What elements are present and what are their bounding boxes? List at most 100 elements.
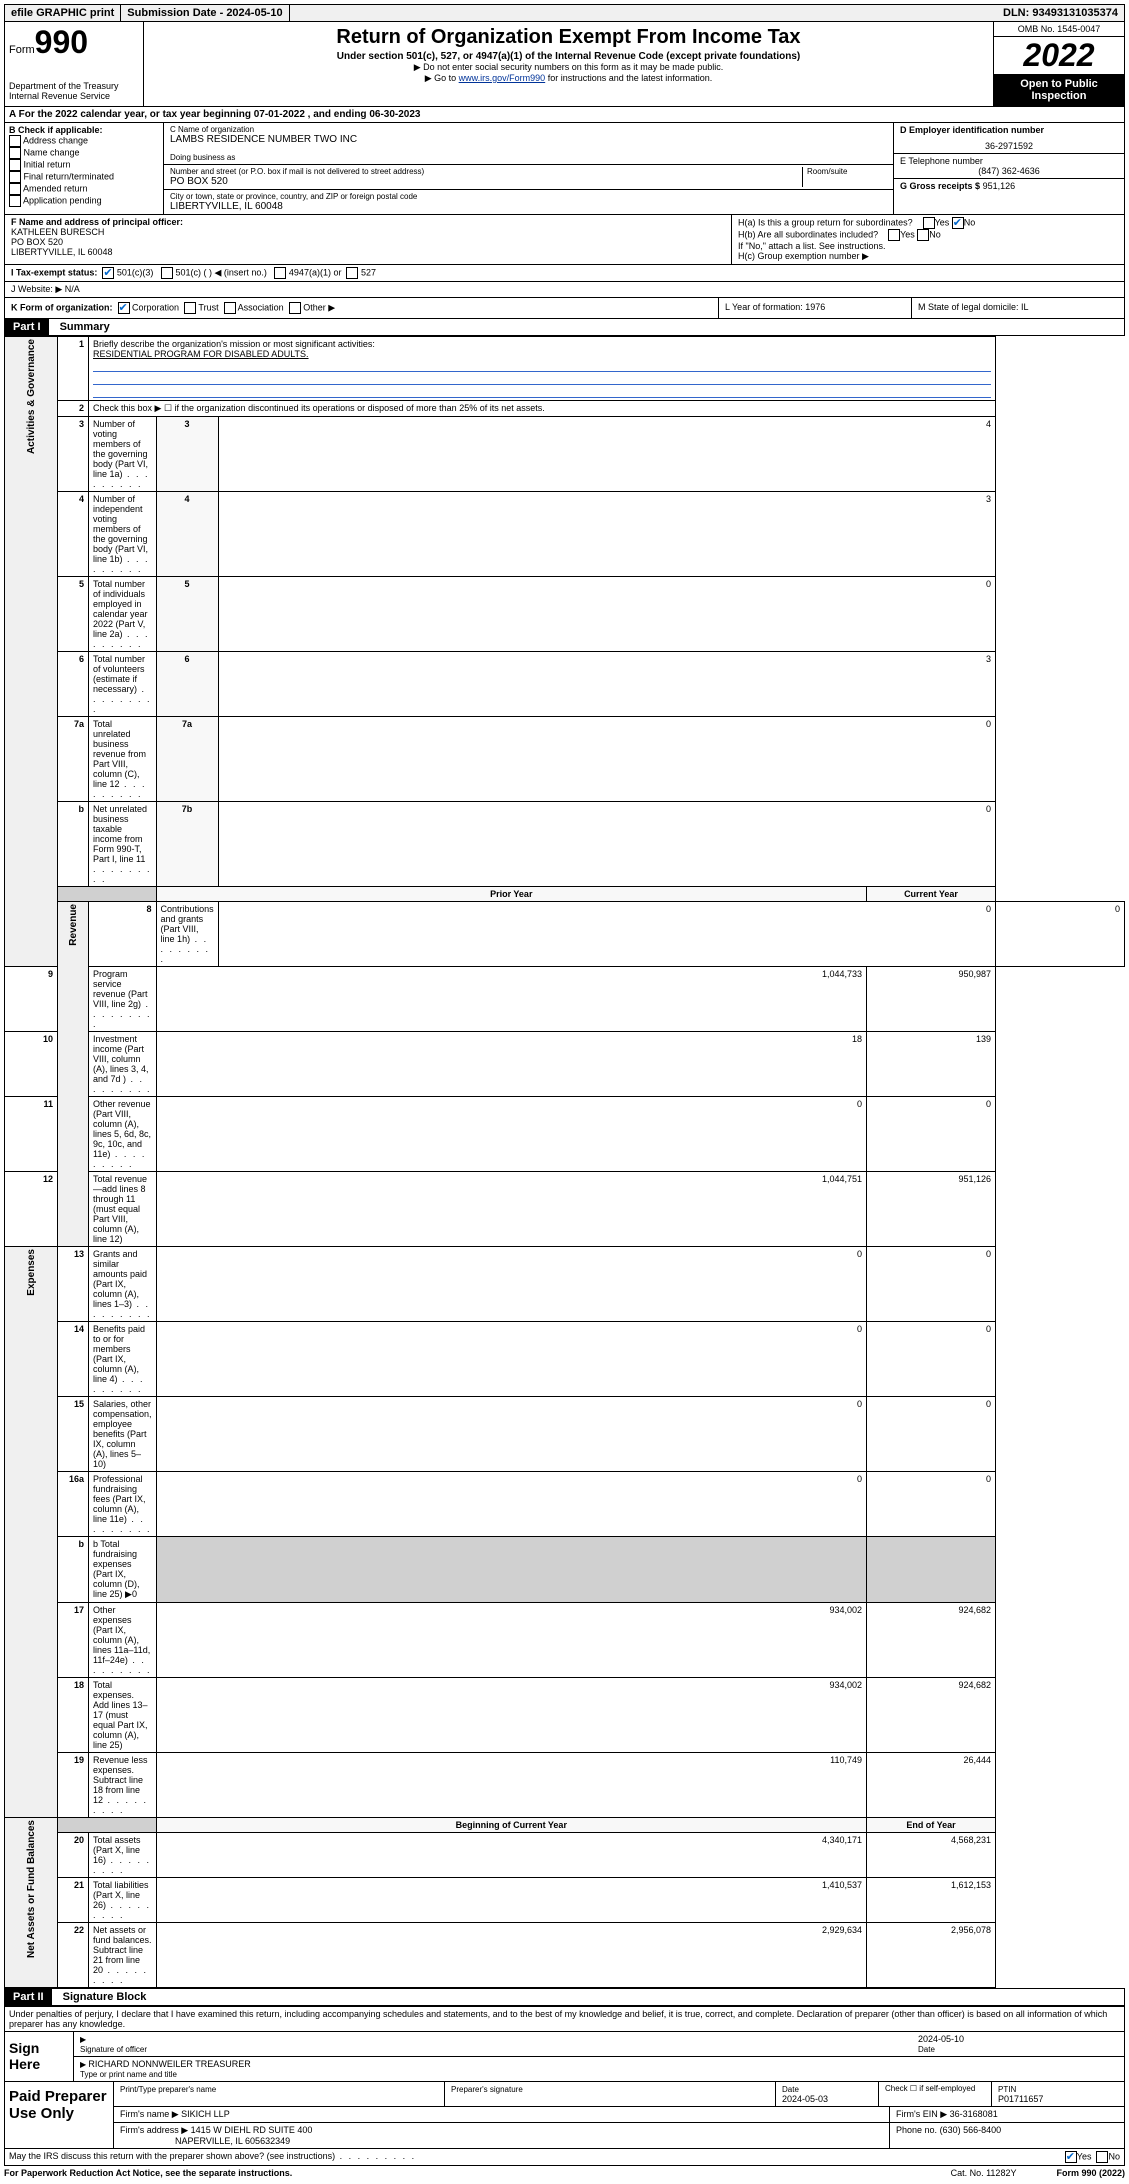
ein-label: D Employer identification number: [900, 125, 1118, 135]
chk-address-change[interactable]: Address change: [9, 135, 159, 147]
part1-header: Part I: [5, 319, 49, 335]
instr-2: ▶ Go to www.irs.gov/Form990 for instruct…: [150, 73, 987, 84]
col-de: D Employer identification number 36-2971…: [894, 123, 1124, 214]
ptin-value: P01711657: [998, 2094, 1043, 2104]
col-begin: Beginning of Current Year: [156, 1818, 866, 1833]
discuss-no[interactable]: [1096, 2151, 1108, 2163]
row-i-tax-status: I Tax-exempt status: 501(c)(3) 501(c) ( …: [4, 265, 1125, 282]
ha-no[interactable]: [952, 217, 964, 229]
prep-sig-label: Preparer's signature: [451, 2085, 523, 2094]
firm-ein: 36-3168081: [950, 2109, 998, 2119]
hb-no[interactable]: [917, 229, 929, 241]
irs-discuss-row: May the IRS discuss this return with the…: [4, 2149, 1125, 2166]
officer-name-line: RICHARD NONNWEILER TREASURERType or prin…: [80, 2059, 1118, 2079]
sidebar-expenses: Expenses: [5, 1247, 58, 1818]
perjury-declaration: Under penalties of perjury, I declare th…: [5, 2007, 1124, 2031]
chk-app-pending[interactable]: Application pending: [9, 195, 159, 207]
form-number: Form990: [9, 24, 139, 61]
page-footer: For Paperwork Reduction Act Notice, see …: [4, 2166, 1125, 2180]
form-no-footer: Form 990 (2022): [1056, 2168, 1125, 2178]
val-3: 4: [218, 417, 995, 492]
dept-treasury: Department of the Treasury: [9, 81, 139, 91]
part2-title: Signature Block: [55, 1991, 147, 2003]
org-name-label: C Name of organization: [170, 125, 887, 134]
paid-preparer-label: Paid Preparer Use Only: [5, 2082, 114, 2148]
col-b-checkboxes: B Check if applicable: Address change Na…: [5, 123, 164, 214]
sidebar-revenue: Revenue: [58, 902, 89, 1247]
chk-corporation[interactable]: [118, 302, 130, 314]
ha-yes[interactable]: [923, 217, 935, 229]
top-bar: efile GRAPHIC print Submission Date - 20…: [4, 4, 1125, 22]
col-current: Current Year: [867, 887, 996, 902]
prep-name-label: Print/Type preparer's name: [120, 2085, 216, 2094]
tax-status-label: I Tax-exempt status:: [11, 267, 97, 277]
instr2-pre: ▶ Go to: [425, 73, 459, 83]
form-of-org: K Form of organization: Corporation Trus…: [5, 298, 719, 318]
city-label: City or town, state or province, country…: [170, 192, 887, 201]
col-b-head: B Check if applicable:: [9, 125, 159, 135]
gross-receipts-value: 951,126: [983, 181, 1016, 191]
submission-date: Submission Date - 2024-05-10: [121, 5, 289, 21]
instr2-post: for instructions and the latest informat…: [545, 73, 712, 83]
org-address: PO BOX 520: [170, 176, 802, 187]
cat-no: Cat. No. 11282Y: [951, 2168, 1017, 2178]
chk-trust[interactable]: [184, 302, 196, 314]
chk-association[interactable]: [224, 302, 236, 314]
state-domicile: M State of legal domicile: IL: [912, 298, 1124, 318]
signature-block: Under penalties of perjury, I declare th…: [4, 2006, 1125, 2082]
row-a-tax-year: A For the 2022 calendar year, or tax yea…: [4, 107, 1125, 123]
form-subtitle: Under section 501(c), 527, or 4947(a)(1)…: [150, 51, 987, 62]
omb-number: OMB No. 1545-0047: [994, 22, 1124, 37]
officer-name: KATHLEEN BURESCH: [11, 227, 725, 237]
paid-preparer-block: Paid Preparer Use Only Print/Type prepar…: [4, 2082, 1125, 2149]
phone-value: (847) 362-4636: [900, 166, 1118, 176]
sidebar-governance: Activities & Governance: [5, 337, 58, 967]
addr-label: Number and street (or P.O. box if mail i…: [170, 167, 802, 176]
chk-other[interactable]: [289, 302, 301, 314]
form-title: Return of Organization Exempt From Incom…: [150, 26, 987, 49]
col-c-org-info: C Name of organization LAMBS RESIDENCE N…: [164, 123, 894, 214]
ha-row: H(a) Is this a group return for subordin…: [738, 217, 1118, 229]
irs-label: Internal Revenue Service: [9, 91, 139, 101]
chk-amended-return[interactable]: Amended return: [9, 183, 159, 195]
year-formation: L Year of formation: 1976: [719, 298, 912, 318]
chk-527[interactable]: [346, 267, 358, 279]
phone-label: E Telephone number: [900, 156, 1118, 166]
chk-initial-return[interactable]: Initial return: [9, 159, 159, 171]
efile-label: efile GRAPHIC print: [5, 5, 121, 21]
part1-bar: Part I Summary: [4, 319, 1125, 336]
tax-year: 2022: [994, 37, 1124, 74]
instr-1: ▶ Do not enter social security numbers o…: [150, 62, 987, 73]
discuss-yes[interactable]: [1065, 2151, 1077, 2163]
hb-yes[interactable]: [888, 229, 900, 241]
group-return-section: H(a) Is this a group return for subordin…: [732, 215, 1124, 264]
firm-phone: (630) 566-8400: [940, 2125, 1002, 2135]
chk-name-change[interactable]: Name change: [9, 147, 159, 159]
room-label: Room/suite: [807, 167, 887, 176]
form-number-text: 990: [35, 24, 88, 60]
col-prior: Prior Year: [156, 887, 866, 902]
sign-here-label: Sign Here: [5, 2032, 74, 2081]
line2-checkbox: Check this box ▶ ☐ if the organization d…: [89, 401, 996, 417]
org-name: LAMBS RESIDENCE NUMBER TWO INC: [170, 134, 887, 145]
firm-address: 1415 W DIEHL RD SUITE 400: [191, 2125, 313, 2135]
chk-4947[interactable]: [274, 267, 286, 279]
prep-date: 2024-05-03: [782, 2094, 828, 2104]
firm-city: NAPERVILLE, IL 605632349: [175, 2136, 290, 2146]
hb-row: H(b) Are all subordinates included? Yes …: [738, 229, 1118, 241]
sidebar-netassets: Net Assets or Fund Balances: [5, 1818, 58, 1988]
row-fh: F Name and address of principal officer:…: [4, 215, 1125, 265]
dln: DLN: 93493131035374: [997, 5, 1124, 21]
open-public-badge: Open to Public Inspection: [994, 74, 1124, 106]
officer-city: LIBERTYVILLE, IL 60048: [11, 247, 725, 257]
header-right: OMB No. 1545-0047 2022 Open to Public In…: [993, 22, 1124, 106]
val-6: 3: [218, 652, 995, 717]
chk-501c[interactable]: [161, 267, 173, 279]
irs-link[interactable]: www.irs.gov/Form990: [459, 73, 546, 83]
val-4: 3: [218, 492, 995, 577]
chk-501c3[interactable]: [102, 267, 114, 279]
row-j-website: J Website: ▶ N/A: [4, 282, 1125, 298]
dba-label: Doing business as: [170, 153, 887, 162]
chk-final-return[interactable]: Final return/terminated: [9, 171, 159, 183]
part2-bar: Part II Signature Block: [4, 1988, 1125, 2006]
